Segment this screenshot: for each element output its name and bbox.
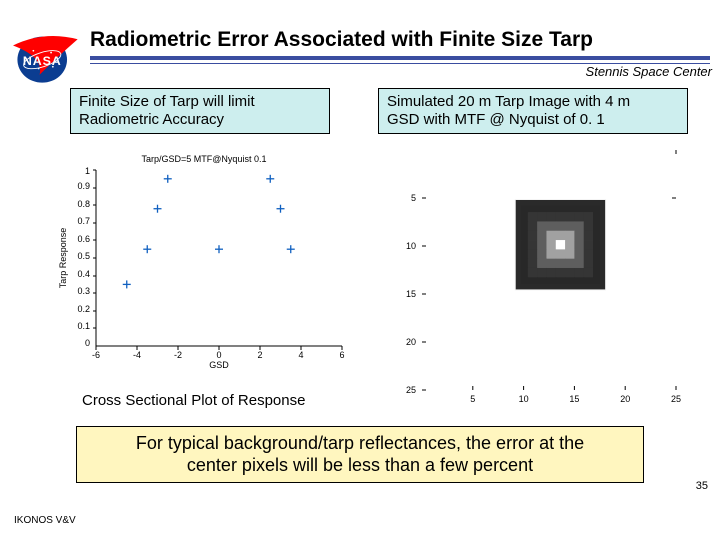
plot-left-title: Tarp/GSD=5 MTF@Nyquist 0.1 <box>142 154 267 164</box>
svg-text:0: 0 <box>216 350 221 360</box>
svg-text:15: 15 <box>406 289 416 299</box>
svg-text:0.8: 0.8 <box>77 199 90 209</box>
callout-right-line2: GSD with MTF @ Nyquist of 0. 1 <box>387 111 605 128</box>
svg-text:5: 5 <box>470 394 475 404</box>
svg-text:-2: -2 <box>174 350 182 360</box>
svg-text:25: 25 <box>406 385 416 395</box>
svg-text:-4: -4 <box>133 350 141 360</box>
banner-line1: For typical background/tarp reflectances… <box>136 433 584 453</box>
slide-title: Radiometric Error Associated with Finite… <box>90 28 593 52</box>
title-rule <box>90 56 710 64</box>
svg-text:0.5: 0.5 <box>77 251 90 261</box>
svg-text:15: 15 <box>569 394 579 404</box>
svg-text:4: 4 <box>298 350 303 360</box>
svg-text:0.1: 0.1 <box>77 321 90 331</box>
svg-text:0: 0 <box>85 338 90 348</box>
svg-text:0.9: 0.9 <box>77 181 90 191</box>
svg-text:2: 2 <box>257 350 262 360</box>
svg-text:0.6: 0.6 <box>77 234 90 244</box>
footer-label: IKONOS V&V <box>14 515 76 526</box>
svg-text:6: 6 <box>339 350 344 360</box>
plot-left-xlabel: GSD <box>209 360 229 370</box>
slide-subtitle: Stennis Space Center <box>586 64 712 79</box>
nasa-logo: NASA <box>8 26 80 88</box>
svg-text:10: 10 <box>406 241 416 251</box>
cross-section-plot: Tarp/GSD=5 MTF@Nyquist 0.1 0 0.1 0.2 0.3… <box>54 152 354 372</box>
svg-text:0.7: 0.7 <box>77 216 90 226</box>
svg-text:1: 1 <box>85 166 90 176</box>
svg-text:25: 25 <box>671 394 681 404</box>
callout-right: Simulated 20 m Tarp Image with 4 m GSD w… <box>378 88 688 134</box>
callout-right-line1: Simulated 20 m Tarp Image with 4 m <box>387 93 630 110</box>
svg-text:NASA: NASA <box>23 54 62 68</box>
svg-text:20: 20 <box>406 337 416 347</box>
svg-text:-6: -6 <box>92 350 100 360</box>
banner-line2: center pixels will be less than a few pe… <box>187 455 533 475</box>
page-number: 35 <box>696 480 708 492</box>
svg-text:0.2: 0.2 <box>77 304 90 314</box>
conclusion-banner: For typical background/tarp reflectances… <box>76 426 644 483</box>
svg-text:5: 5 <box>411 193 416 203</box>
plot-left-caption: Cross Sectional Plot of Response <box>82 392 305 409</box>
callout-left: Finite Size of Tarp will limit Radiometr… <box>70 88 330 134</box>
svg-text:10: 10 <box>519 394 529 404</box>
svg-text:20: 20 <box>620 394 630 404</box>
callout-left-line1: Finite Size of Tarp will limit <box>79 93 255 110</box>
svg-text:0.4: 0.4 <box>77 269 90 279</box>
tarp-image-plot: 5 10 15 20 25 5 10 15 20 25 <box>386 142 686 412</box>
callout-left-line2: Radiometric Accuracy <box>79 111 224 128</box>
svg-text:0.3: 0.3 <box>77 286 90 296</box>
plot-left-ylabel: Tarp Response <box>58 228 68 289</box>
